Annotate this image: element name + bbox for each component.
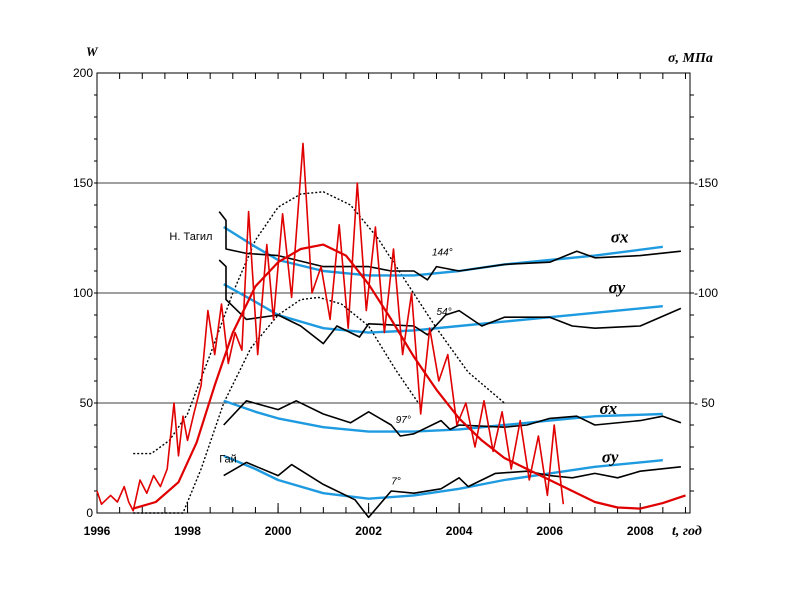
annotations: Н. Тагил Гай 144° 54° 97° 7° σx σy σx σy [169, 227, 629, 487]
annotation-label: σx [611, 227, 629, 246]
x-tick-label: 2006 [536, 524, 563, 538]
series-group [96, 142, 686, 519]
series-line-sigma-obs [223, 461, 681, 519]
annotation-label: σy [609, 278, 626, 297]
annotation-label: σy [602, 447, 619, 466]
x-tick-label: 2008 [627, 524, 654, 538]
plot-frame [96, 72, 691, 514]
annotation-label: 97° [396, 415, 411, 426]
series-line-w-fit [132, 243, 686, 510]
axis-ticks [94, 73, 694, 513]
y-tick-label: 150 [73, 176, 93, 190]
tick-labels: 0 50 100 150 200 - 50 -100 -150 1996 1998 2000 2002… [73, 66, 718, 538]
x-axis-label: t, год [672, 524, 702, 539]
series-line-envelope [133, 191, 505, 455]
annotation-label: 144° [432, 248, 453, 259]
y-tick-label: 50 [80, 396, 94, 410]
x-tick-label: 1998 [174, 524, 201, 538]
series-line-envelope [133, 296, 419, 514]
y-axis-right-label: σ, МПа [668, 51, 713, 66]
y-right-tick-label: -150 [694, 176, 718, 190]
y-tick-label: 0 [86, 506, 93, 520]
series-line-w-raw [96, 142, 565, 512]
series-line-sigma-fit [223, 399, 663, 433]
x-tick-label: 2000 [265, 524, 292, 538]
x-tick-label: 2002 [355, 524, 382, 538]
annotation-label: 7° [391, 476, 401, 487]
y-tick-label: 200 [73, 66, 93, 80]
series-line-sigma-fit [223, 454, 663, 500]
annotation-label: σx [599, 399, 617, 418]
x-tick-label: 2004 [446, 524, 473, 538]
y-axis-left-label: W [86, 44, 99, 59]
x-tick-label: 1996 [84, 524, 111, 538]
series-line-sigma-obs [218, 211, 681, 281]
annotation-label: 54° [437, 307, 452, 318]
annotation-label: Гай [219, 453, 237, 465]
y-right-tick-label: -100 [694, 286, 718, 300]
y-right-tick-label: - 50 [694, 396, 715, 410]
series-line-sigma-obs [223, 399, 682, 437]
y-tick-label: 100 [73, 286, 93, 300]
annotation-label: Н. Тагил [169, 231, 212, 243]
gridlines [97, 182, 690, 404]
